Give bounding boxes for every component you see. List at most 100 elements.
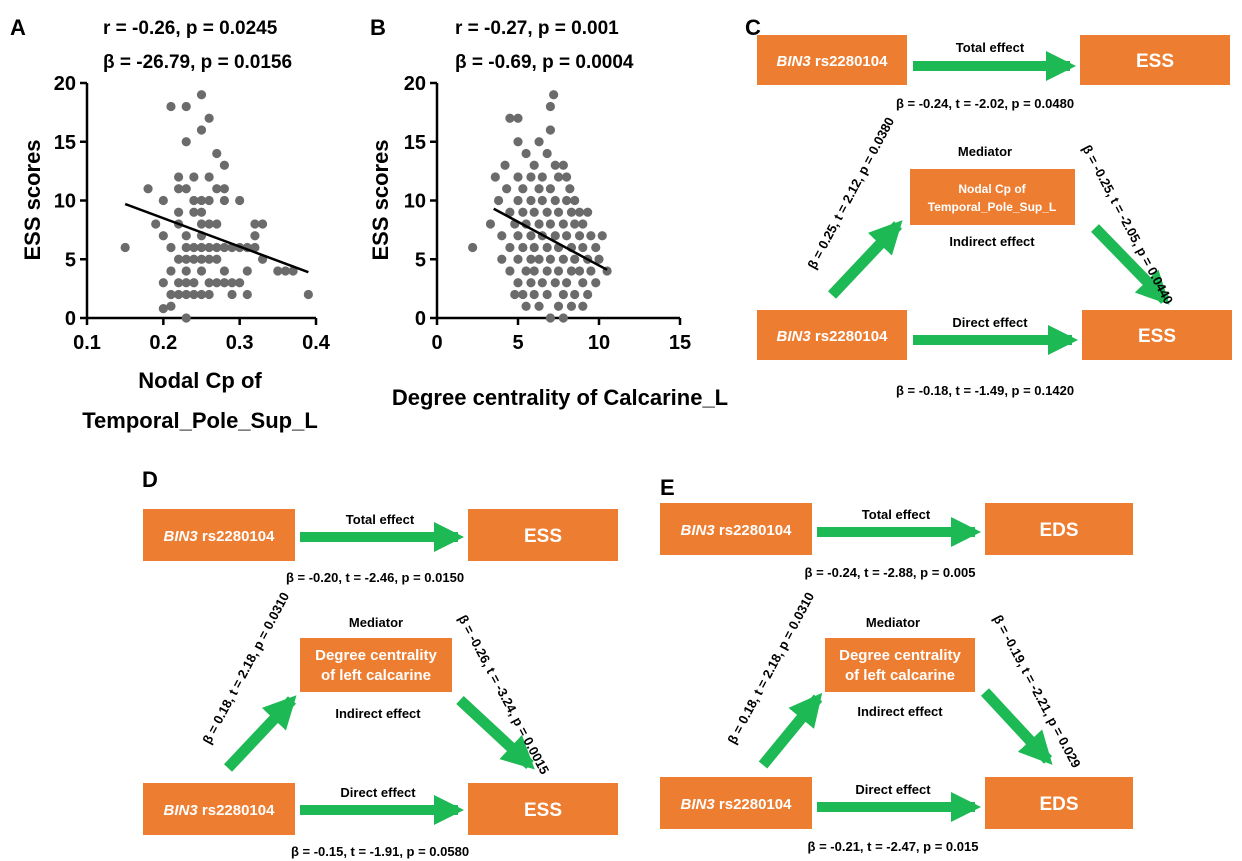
data-point <box>562 172 572 182</box>
data-point <box>227 278 237 288</box>
box-e-direct-y-label: EDS <box>1039 794 1078 815</box>
data-point <box>181 289 191 300</box>
data-point <box>545 125 556 135</box>
arrow-c-direct-label: Direct effect <box>952 315 1028 330</box>
data-point <box>204 242 214 253</box>
mediator-title-d: Mediator <box>349 615 403 630</box>
y-tick-label: 10 <box>404 191 426 213</box>
data-point <box>521 301 531 311</box>
data-point <box>542 207 552 217</box>
data-point <box>534 137 544 147</box>
data-point <box>196 195 207 206</box>
data-point <box>526 172 536 182</box>
box-e-total-y-label: EDS <box>1039 520 1078 541</box>
path-a-stat-d: β = 0.18, t = 2.18, p = 0.0310 <box>199 590 292 747</box>
data-point <box>181 231 191 241</box>
x-tick-label: 0 <box>431 332 442 354</box>
data-point <box>574 266 585 276</box>
box-d-total-x <box>143 509 295 561</box>
data-point <box>235 195 245 206</box>
data-point <box>181 184 191 194</box>
y-tick-label: 0 <box>65 308 76 330</box>
data-point <box>513 231 523 241</box>
data-point <box>534 184 544 194</box>
data-point <box>513 137 523 147</box>
arrow-c-path-a <box>827 220 903 299</box>
arrow-e-path-b <box>980 688 1053 765</box>
data-point <box>529 242 539 253</box>
x-tick-label: 0.4 <box>302 332 331 354</box>
data-point <box>566 266 577 276</box>
data-point <box>558 289 568 300</box>
box-e-mediator-line2: of left calcarine <box>845 667 955 684</box>
y-tick-label: 0 <box>415 308 426 330</box>
data-point <box>591 242 601 253</box>
arrow-d-direct-label: Direct effect <box>340 785 416 800</box>
path-b-stat-d: β = -0.26, t = -3.24, p = 0.0015 <box>455 612 552 776</box>
x-tick-label: 0.3 <box>226 332 254 354</box>
mediator-title-e: Mediator <box>866 615 920 630</box>
box-c-mediator-line1: Nodal Cp of <box>958 182 1026 196</box>
data-point <box>526 195 536 206</box>
data-point <box>513 172 523 182</box>
plot-area-a: 0 5 10 15 20 0.1 0.2 0.3 0.4 <box>54 73 331 354</box>
box-c-total-x <box>757 35 907 85</box>
box-e-mediator <box>825 638 975 692</box>
data-point <box>189 242 199 253</box>
data-point <box>550 278 560 288</box>
data-point <box>196 254 207 264</box>
indirect-label-e: Indirect effect <box>857 704 943 719</box>
data-point <box>468 242 478 253</box>
data-point <box>280 266 291 276</box>
stat-line2-b: β = -0.69, p = 0.0004 <box>455 52 634 73</box>
data-point <box>545 184 556 194</box>
data-point <box>545 101 556 112</box>
data-point <box>212 254 222 264</box>
data-point <box>485 219 496 229</box>
data-point <box>204 278 214 288</box>
data-point <box>562 278 572 288</box>
arrow-e-direct-label: Direct effect <box>855 782 931 797</box>
data-point <box>212 184 222 194</box>
data-point <box>174 289 184 300</box>
data-point <box>174 278 184 288</box>
data-point <box>196 207 207 217</box>
data-point <box>181 313 191 323</box>
mediation-panel-c: BIN3 rs2280104 ESS Total effect β = -0.2… <box>757 35 1232 398</box>
data-point <box>219 195 229 206</box>
y-tick-label: 20 <box>54 73 76 95</box>
indirect-label-c: Indirect effect <box>949 234 1035 249</box>
box-e-mediator-line1: Degree centrality <box>839 647 961 664</box>
box-d-mediator-line2: of left calcarine <box>321 667 431 684</box>
data-point <box>562 195 572 206</box>
data-point <box>497 254 507 264</box>
data-point <box>583 289 593 300</box>
panel-label-d: D <box>142 467 158 492</box>
data-point <box>151 219 161 229</box>
data-point <box>219 242 229 253</box>
data-point <box>204 219 214 229</box>
data-point <box>174 184 184 194</box>
data-point <box>578 242 588 253</box>
box-c-mediator-line2: Temporal_Pole_Sup_L <box>928 200 1056 214</box>
panel-label-e: E <box>660 475 675 500</box>
data-point <box>219 266 229 276</box>
data-point <box>518 207 528 217</box>
data-point <box>550 195 560 206</box>
data-point <box>574 207 585 217</box>
data-point <box>545 219 556 229</box>
arrow-c-path-b <box>1091 224 1170 305</box>
data-point <box>212 278 222 288</box>
data-point <box>158 278 168 288</box>
arrow-c-total-label: Total effect <box>956 40 1025 55</box>
mediator-title-c: Mediator <box>958 144 1012 159</box>
arrow-d-path-a <box>223 695 297 772</box>
data-point <box>549 90 559 100</box>
data-point <box>526 231 536 241</box>
box-e-total-y <box>985 503 1133 555</box>
data-point <box>242 289 252 300</box>
data-point <box>518 289 528 300</box>
data-point <box>529 160 539 170</box>
